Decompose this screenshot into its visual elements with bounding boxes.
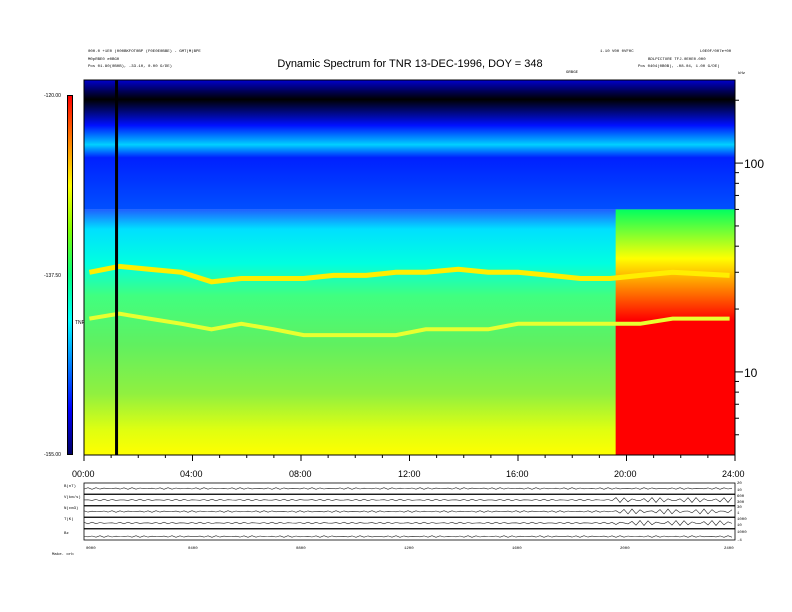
colorbar [67,95,73,455]
header-info-line-5: L0E0F/007e+00 [700,50,732,54]
panel-right-tick: 600 [737,495,745,499]
upper-band-region [84,80,735,210]
panel-x-tick: 2000 [620,547,630,551]
panel-x-tick: 0800 [296,547,306,551]
panel-x-tick: 2400 [724,547,734,551]
x-tick-label: 00:00 [72,469,95,479]
panel-left-label: T(K) [64,518,74,522]
solar-wind-trace [83,535,733,538]
chart-title: Dynamic Spectrum for TNR 13-DEC-1996, DO… [277,58,543,70]
panel-x-tick: 0400 [188,547,198,551]
panel-right-tick: 1 [737,512,740,516]
solar-wind-trace [83,497,733,503]
y-tick-label: 10 [744,366,758,380]
colorbar-tick-label: -120.00 [44,93,61,99]
emission-line-high [88,263,730,285]
solar-wind-trace [83,508,733,515]
panel-right-tick: 300 [737,501,745,505]
intense-emission-region [615,209,735,455]
header-small-label: GRBGE [566,71,579,75]
panel-x-tick: 1200 [404,547,414,551]
panel-x-tick: 0000 [86,547,96,551]
header-info-line-1: 000.0 +1E0 (000BKFOT0BP (F0E0E0BBE) - GM… [88,50,201,54]
header-info-line-7: Pos 0404(0B0B), -08.04, 1.00 G/DE) [638,65,720,69]
units-corner-label: kHz [738,72,746,76]
panel-left-label: Bz [64,532,69,536]
panel-left-label: N(cm3) [64,507,79,511]
panel-right-tick: 20 [737,482,742,486]
colorbar-tick-label: -155.00 [44,452,61,458]
header-info-line-3: Pos 01.80(0B0B), -33.10, 0.00 G/DE) [88,65,173,69]
x-tick-label: 16:00 [506,469,529,479]
panel-right-tick: -4 [737,539,742,543]
x-tick-label: 12:00 [398,469,421,479]
panel-right-tick: 10 [737,524,742,528]
colorbar-label: TNR [75,320,86,326]
panel-right-tick: 10 [737,489,742,493]
x-tick-label: 20:00 [614,469,637,479]
panel-footer-label: Make. orb [52,553,74,557]
panel-right-tick: 30 [737,506,742,510]
panel-left-label: V(km/s) [64,496,81,500]
panel-left-label: B(nT) [64,485,77,489]
header-info-line-2: M0pRBE0 e0BG0 [88,58,120,62]
header-info-line-6: BDLPICTURE TFJ.0E0E0.000 [648,58,706,62]
panel-right-tick: 1000 [737,531,747,535]
x-tick-label: 08:00 [289,469,312,479]
panel-x-tick: 1600 [512,547,522,551]
colorbar-tick-label: -137.50 [44,273,61,279]
emission-line-low [89,311,730,338]
y-tick-label: 100 [744,157,765,171]
solar-wind-trace [83,487,733,490]
header-info-line-4: 1.10 V00 0VF0C [600,50,634,54]
x-tick-label: 24:00 [722,469,745,479]
panel-right-tick: 1000 [737,518,747,522]
solar-wind-trace [83,520,733,526]
solar-wind-panel [83,528,736,541]
x-tick-label: 04:00 [180,469,203,479]
